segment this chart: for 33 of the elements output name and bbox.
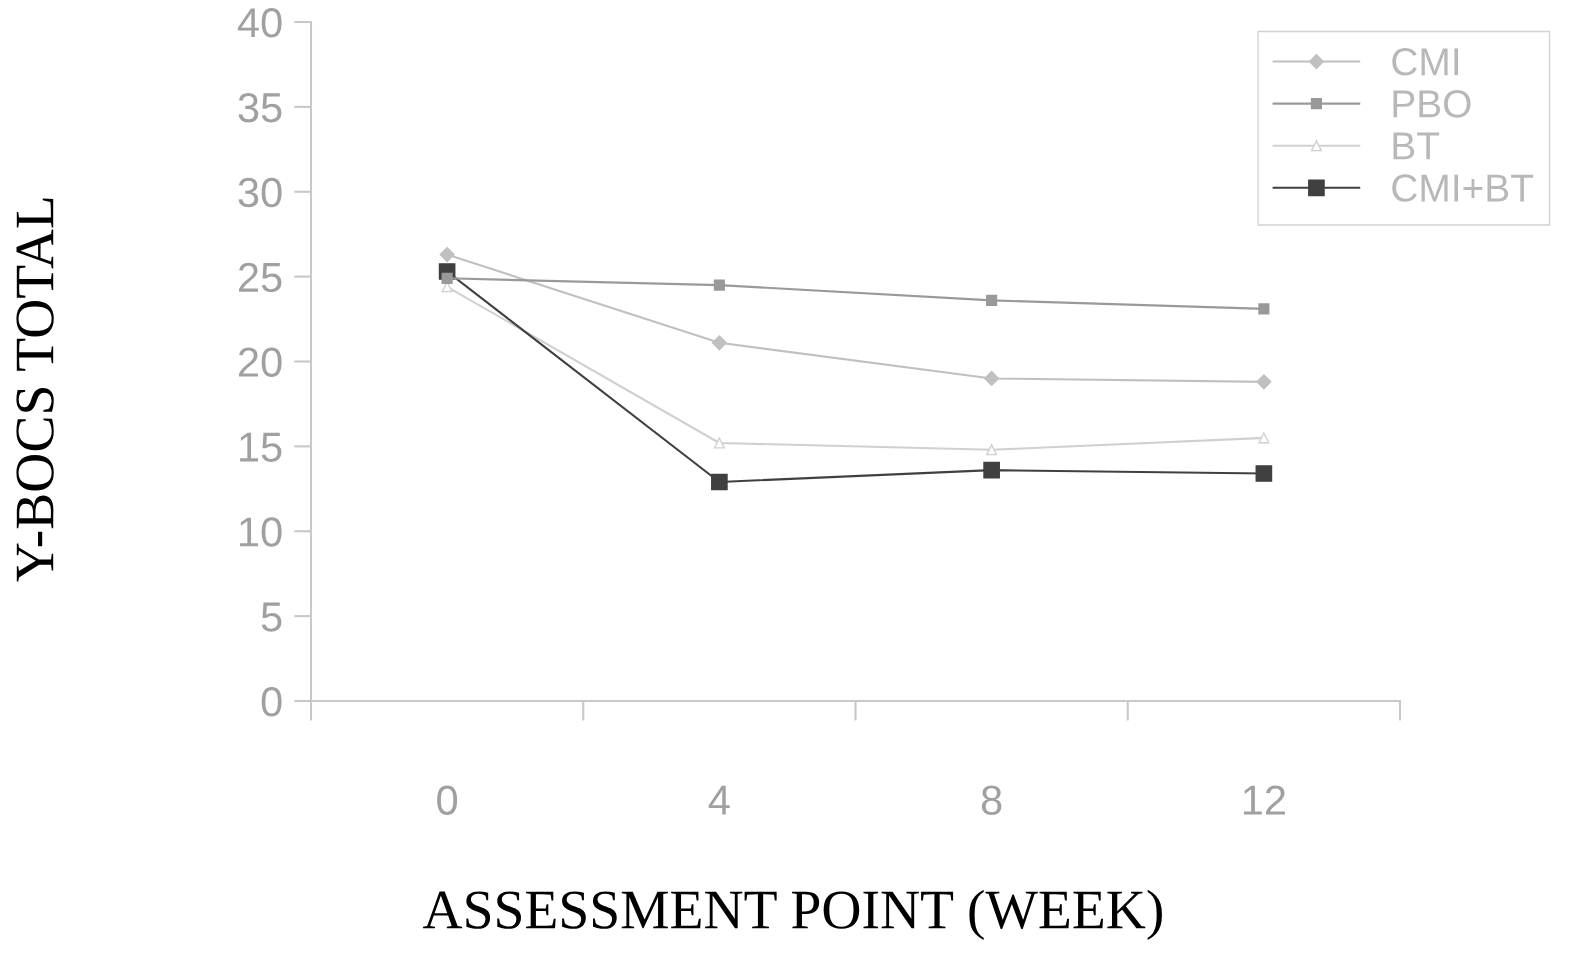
y-tick-label: 25 bbox=[238, 262, 282, 293]
y-tick-label: 20 bbox=[238, 347, 282, 378]
legend-label: PBO bbox=[1393, 90, 1471, 118]
point bbox=[439, 246, 455, 263]
y-tick-label: 35 bbox=[238, 92, 282, 123]
x-tick-label: 12 bbox=[1243, 785, 1285, 815]
point bbox=[441, 272, 453, 284]
y-tick-label: 10 bbox=[240, 517, 282, 547]
point bbox=[1256, 374, 1272, 390]
point bbox=[1255, 465, 1273, 482]
legend-label: CMI bbox=[1392, 48, 1459, 76]
x-axis-title: ASSESSMENT POINT (WEEK) bbox=[423, 889, 1162, 941]
x-tick-label: 0 bbox=[437, 785, 458, 815]
y-tick-label: 15 bbox=[240, 432, 282, 462]
y-tick-label: 40 bbox=[237, 8, 282, 38]
y-axis-title: Y-BOCS TOTAL bbox=[16, 198, 54, 582]
point bbox=[1258, 432, 1270, 444]
y-tick-label: 30 bbox=[238, 177, 282, 208]
x-tick-label: 8 bbox=[981, 785, 1002, 815]
legend-label: CMI+BT bbox=[1392, 174, 1534, 202]
x-tick-label: 4 bbox=[708, 785, 730, 815]
legend-label: BT bbox=[1393, 132, 1440, 160]
point bbox=[986, 294, 998, 306]
y-tick-label: 5 bbox=[261, 602, 282, 632]
point bbox=[711, 335, 727, 351]
point bbox=[983, 461, 1000, 479]
y-tick-label: 0 bbox=[261, 687, 282, 717]
point bbox=[713, 279, 725, 291]
point bbox=[986, 444, 998, 456]
point bbox=[984, 370, 1000, 387]
point bbox=[713, 437, 725, 449]
point bbox=[711, 473, 728, 491]
point bbox=[1258, 303, 1270, 315]
